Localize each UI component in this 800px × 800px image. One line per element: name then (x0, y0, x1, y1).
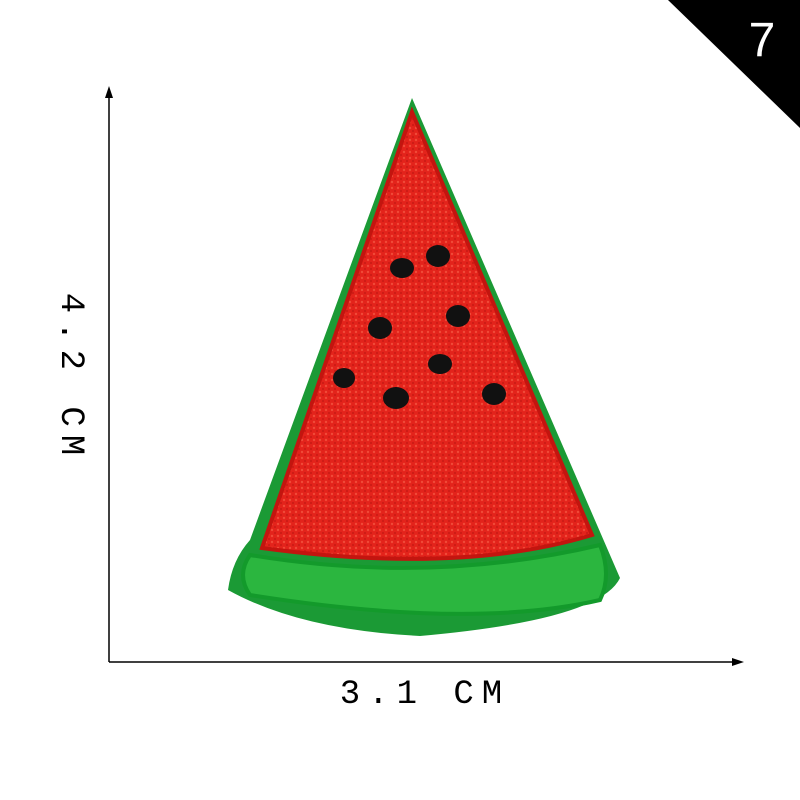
corner-badge (668, 0, 800, 128)
badge-number: 7 (749, 14, 776, 67)
height-label: 4.2 CM (51, 293, 89, 463)
width-label: 3.1 CM (340, 676, 510, 714)
axes (105, 86, 744, 666)
watermelon-patch (228, 98, 620, 636)
